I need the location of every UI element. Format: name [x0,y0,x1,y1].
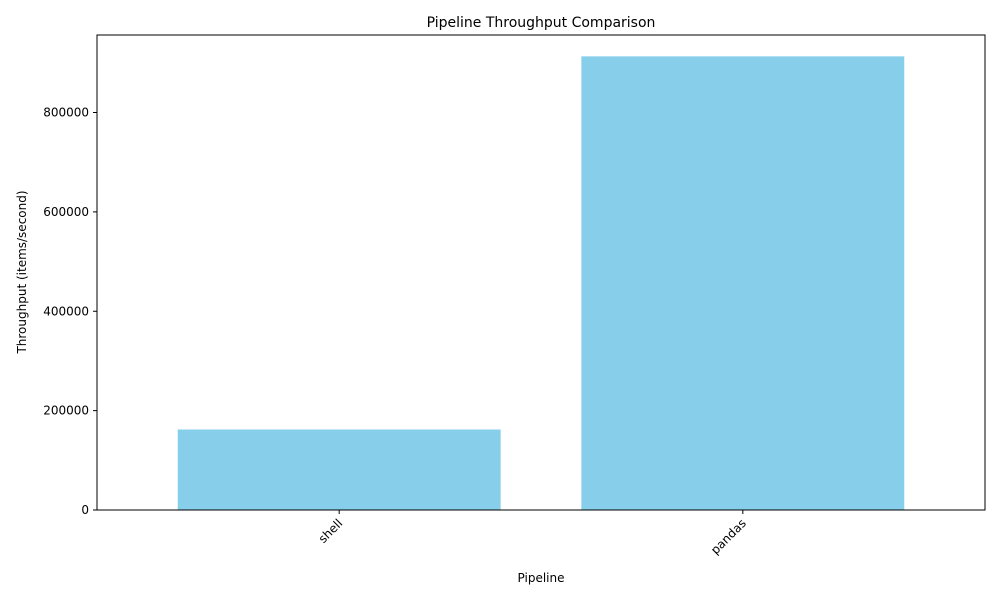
bar-shell [177,429,501,510]
plot-frame [96,34,986,511]
y-tick-label: 400000 [43,304,89,318]
y-tick-label: 800000 [43,106,89,120]
x-axis-ticks: shell pandas [316,510,749,557]
y-tick-label: 0 [81,503,89,517]
x-tick-label: shell [316,516,346,546]
chart-title: Pipeline Throughput Comparison [427,15,656,31]
y-axis-ticks: 0 200000 400000 600000 800000 [43,106,97,517]
x-tick-label: pandas [708,516,749,557]
y-tick-label: 200000 [43,404,89,418]
y-tick-label: 600000 [43,205,89,219]
x-axis-label: Pipeline [518,571,565,585]
bars-group [177,56,905,511]
bar-pandas [581,56,905,511]
y-axis-label: Throughput (items/second) [15,190,29,354]
